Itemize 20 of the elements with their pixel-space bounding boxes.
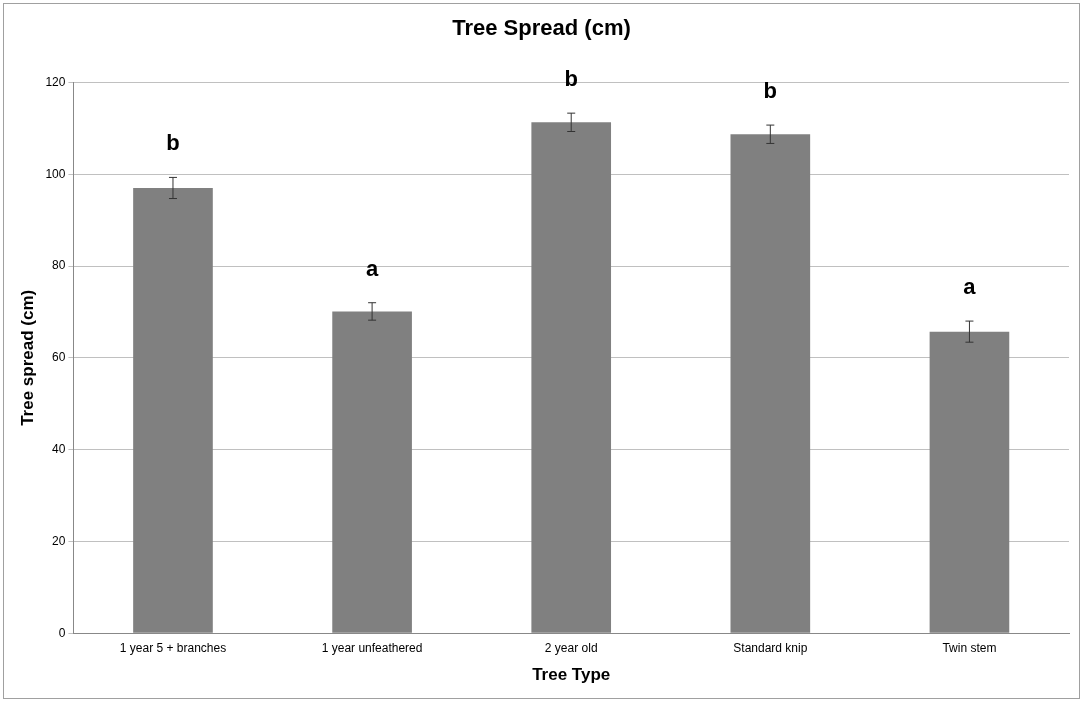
y-axis-title: Tree spread (cm) [17, 289, 37, 426]
annotation: b [763, 78, 778, 104]
x-tick-label: Twin stem [942, 640, 997, 655]
x-tick-label: Standard knip [733, 640, 808, 655]
y-tick-label: 40 [52, 441, 66, 456]
annotation: a [963, 274, 977, 300]
y-tick-label: 60 [52, 350, 66, 365]
x-axis-title: Tree Type [532, 665, 611, 685]
annotation: a [365, 255, 379, 281]
y-tick-label: 100 [45, 166, 66, 181]
x-tick-label: 1 year 5 + branches [119, 640, 227, 655]
annotation: b [166, 130, 180, 156]
y-tick-label: 20 [52, 533, 66, 548]
y-tick-label: 80 [52, 258, 66, 273]
x-tick-label: 2 year old [544, 640, 598, 655]
x-tick-label: 1 year unfeathered [321, 640, 423, 655]
annotation: b [564, 66, 578, 92]
y-tick-label: 0 [58, 625, 66, 640]
y-tick-label: 120 [45, 74, 66, 89]
chart-title: Tree Spread (cm) [452, 15, 631, 41]
